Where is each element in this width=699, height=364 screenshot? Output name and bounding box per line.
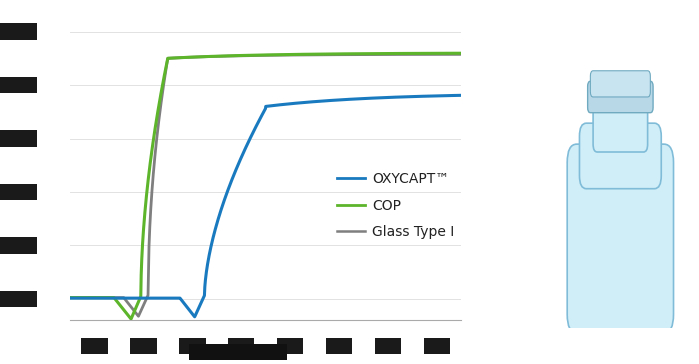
FancyBboxPatch shape [591, 71, 650, 97]
FancyBboxPatch shape [588, 81, 653, 113]
Legend: OXYCAPT™, COP, Glass Type I: OXYCAPT™, COP, Glass Type I [338, 172, 454, 239]
FancyBboxPatch shape [567, 144, 674, 333]
FancyBboxPatch shape [579, 123, 661, 189]
FancyBboxPatch shape [593, 94, 648, 152]
